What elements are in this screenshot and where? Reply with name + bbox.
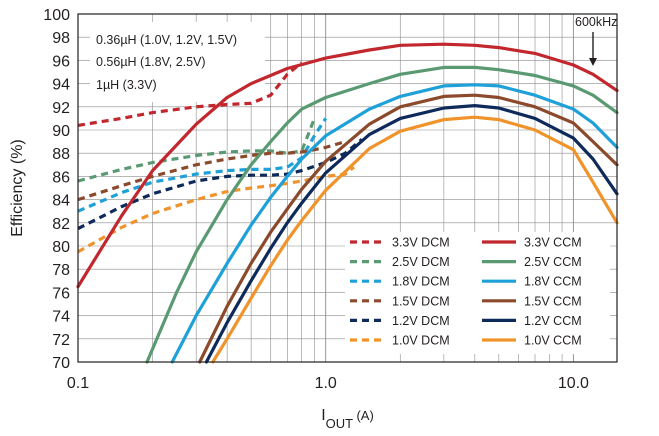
inductor-notes: 0.36µH (1.0V, 1.2V, 1.5V) 0.56µH (1.8V, … [90, 22, 265, 102]
legend-label: 1.5V DCM [392, 294, 450, 308]
notes-background [90, 22, 265, 102]
legend-label: 3.3V DCM [392, 236, 450, 250]
x-tick-label: 0.1 [67, 375, 89, 392]
y-tick-label: 70 [52, 355, 70, 372]
y-tick-label: 88 [52, 146, 70, 163]
legend-label: 1.8V CCM [524, 275, 582, 289]
y-tick-label: 98 [52, 30, 70, 47]
y-tick-label: 100 [43, 7, 70, 24]
y-tick-label: 92 [52, 100, 70, 117]
legend-label: 1.2V CCM [524, 314, 582, 328]
legend-label: 2.5V CCM [524, 255, 582, 269]
tick-labels: 70 72 74 76 78 80 82 84 86 88 90 92 94 96 98 100 0.1 1.0 1… [43, 7, 589, 392]
legend-label: 2.5V DCM [392, 255, 450, 269]
series-lines [76, 42, 619, 364]
note-line-1: 0.36µH (1.0V, 1.2V, 1.5V) [96, 33, 237, 47]
y-tick-label: 96 [52, 53, 70, 70]
legend-label: 1.2V DCM [392, 314, 450, 328]
plot-frame [77, 13, 618, 363]
series-line-1-2v-dcm [77, 138, 363, 231]
legend-label: 1.0V CCM [524, 334, 582, 348]
frequency-annotation: 600kHz [575, 15, 617, 66]
y-tick-label: 84 [52, 193, 70, 210]
legend-label: 1.5V CCM [524, 294, 582, 308]
y-tick-label: 78 [52, 262, 70, 279]
y-tick-label: 76 [52, 285, 70, 302]
legend-label: 1.8V DCM [392, 275, 450, 289]
series-line-2-5v-ccm [145, 65, 619, 364]
y-tick-label: 94 [52, 77, 70, 94]
x-axis-title-unit: (A) [353, 408, 374, 423]
legend-label: 1.0V DCM [392, 334, 450, 348]
frequency-label: 600kHz [575, 15, 617, 29]
note-line-2: 0.56µH (1.8V, 2.5V) [96, 55, 206, 69]
series-line-2-5v-dcm [77, 117, 316, 183]
y-tick-label: 72 [52, 332, 70, 349]
series-line-1-8v-ccm [170, 83, 619, 364]
series-line-1-0v-dcm [77, 165, 355, 254]
legend-label: 3.3V CCM [524, 236, 582, 250]
series-line-1-5v-ccm [198, 93, 619, 364]
series-line-1-2v-ccm [204, 104, 619, 364]
y-axis-title: Efficiency (%) [9, 139, 26, 237]
y-tick-label: 86 [52, 169, 70, 186]
y-tick-label: 90 [52, 123, 70, 140]
series-line-3-3v-dcm [77, 61, 303, 127]
x-tick-label: 1.0 [315, 375, 337, 392]
y-tick-label: 82 [52, 216, 70, 233]
series-line-3-3v-ccm [76, 42, 619, 289]
x-axis-title-sub: OUT [326, 416, 354, 431]
x-axis-title: IOUT (A) [321, 407, 374, 431]
x-axis-title-main: I [321, 407, 325, 424]
legend: 3.3V DCM 2.5V DCM 1.8V DCM 1.5V DCM 1.2V DCM… [345, 232, 610, 354]
annotation-arrow-head [588, 58, 597, 66]
y-tick-label: 80 [52, 239, 70, 256]
note-line-3: 1µH (3.3V) [96, 78, 157, 92]
x-tick-label: 10.0 [558, 375, 589, 392]
series-line-1-0v-ccm [211, 115, 619, 364]
y-tick-label: 74 [52, 309, 70, 326]
legend-background [345, 232, 610, 354]
